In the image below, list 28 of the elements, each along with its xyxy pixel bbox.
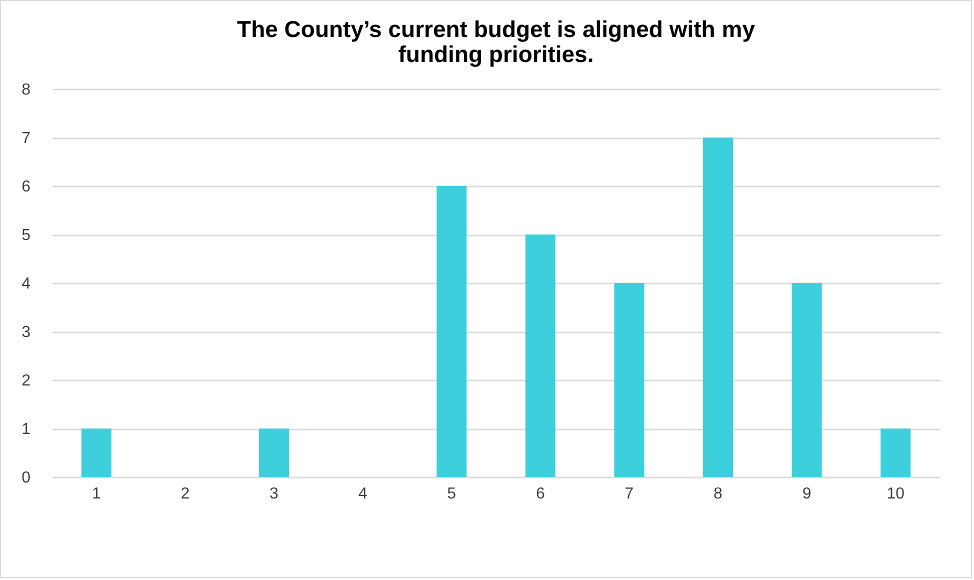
x-tick-label: 3 [270, 486, 279, 502]
y-tick-label: 6 [22, 178, 31, 196]
x-tick-label: 7 [624, 486, 634, 502]
bar [703, 138, 733, 477]
y-tick-label: 7 [22, 130, 31, 147]
bar [525, 234, 556, 477]
bar [614, 283, 644, 477]
x-tick-label: 8 [714, 486, 723, 502]
x-tick-label: 10 [886, 486, 905, 502]
x-tick-label: 2 [180, 486, 190, 502]
bar [81, 428, 112, 477]
chart-title: The County’s current budget is aligned with my funding priorities. [237, 16, 756, 67]
bar [880, 428, 911, 477]
bar [259, 428, 289, 477]
y-tick-label: 3 [22, 324, 31, 341]
bar [792, 283, 822, 477]
y-tick-label: 4 [22, 276, 31, 292]
y-tick-label: 2 [22, 372, 31, 390]
x-tick-label: 9 [802, 486, 812, 502]
x-tick-label: 5 [447, 486, 456, 502]
x-tick-label: 6 [536, 486, 545, 502]
y-tick-label: 0 [22, 470, 31, 486]
y-tick-label: 5 [22, 227, 31, 244]
y-tick-label: 1 [22, 421, 31, 438]
x-tick-label: 4 [358, 486, 368, 502]
bar [436, 186, 467, 477]
y-tick-label: 8 [22, 82, 31, 98]
x-tick-label: 1 [92, 486, 101, 502]
